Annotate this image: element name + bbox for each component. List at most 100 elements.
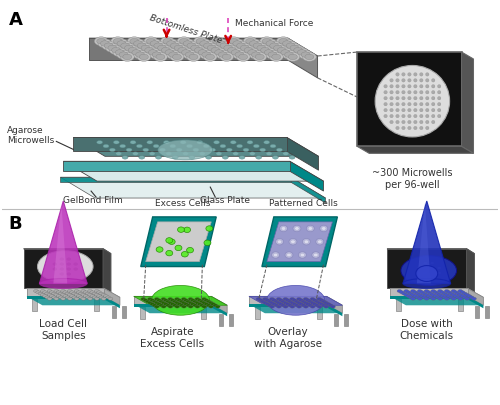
Ellipse shape: [164, 40, 178, 49]
Ellipse shape: [74, 294, 79, 296]
Ellipse shape: [451, 294, 456, 296]
Ellipse shape: [40, 290, 46, 293]
Ellipse shape: [67, 273, 70, 275]
Ellipse shape: [437, 267, 441, 270]
Polygon shape: [140, 307, 144, 320]
Ellipse shape: [278, 241, 282, 244]
Ellipse shape: [236, 44, 246, 49]
Ellipse shape: [402, 103, 405, 107]
Ellipse shape: [208, 302, 214, 305]
Ellipse shape: [56, 291, 61, 294]
Polygon shape: [288, 39, 318, 79]
Polygon shape: [26, 296, 104, 300]
Ellipse shape: [420, 103, 423, 107]
Polygon shape: [89, 39, 288, 61]
Ellipse shape: [203, 145, 209, 149]
Ellipse shape: [198, 40, 211, 49]
Ellipse shape: [274, 300, 279, 303]
Ellipse shape: [292, 47, 305, 55]
Ellipse shape: [193, 149, 199, 152]
Ellipse shape: [239, 156, 245, 160]
Ellipse shape: [442, 296, 447, 299]
Ellipse shape: [206, 300, 211, 303]
Ellipse shape: [112, 48, 120, 54]
Ellipse shape: [226, 38, 240, 47]
Ellipse shape: [120, 53, 134, 62]
Ellipse shape: [438, 97, 441, 101]
Ellipse shape: [187, 44, 196, 49]
Ellipse shape: [152, 286, 210, 315]
Ellipse shape: [96, 141, 102, 145]
Ellipse shape: [234, 42, 248, 51]
Ellipse shape: [197, 141, 203, 145]
Ellipse shape: [420, 73, 423, 77]
Ellipse shape: [76, 295, 82, 298]
Ellipse shape: [396, 103, 399, 107]
Ellipse shape: [430, 272, 434, 275]
Ellipse shape: [128, 48, 137, 54]
Ellipse shape: [166, 238, 173, 243]
Polygon shape: [146, 222, 212, 262]
Ellipse shape: [136, 53, 144, 58]
Ellipse shape: [88, 294, 92, 296]
Ellipse shape: [154, 53, 168, 62]
Ellipse shape: [186, 53, 200, 62]
Ellipse shape: [60, 294, 66, 296]
Ellipse shape: [210, 38, 224, 47]
Polygon shape: [249, 296, 342, 305]
Ellipse shape: [318, 241, 322, 244]
Polygon shape: [64, 162, 290, 172]
Ellipse shape: [294, 300, 300, 303]
Ellipse shape: [438, 115, 441, 119]
Ellipse shape: [220, 145, 226, 149]
Text: Excess Cells: Excess Cells: [155, 198, 210, 207]
Ellipse shape: [168, 239, 175, 245]
Ellipse shape: [177, 303, 182, 306]
Ellipse shape: [172, 300, 178, 303]
Ellipse shape: [184, 303, 188, 306]
Ellipse shape: [320, 226, 328, 232]
Ellipse shape: [94, 294, 100, 296]
Ellipse shape: [390, 121, 394, 124]
Ellipse shape: [204, 44, 212, 49]
Ellipse shape: [258, 299, 263, 302]
Ellipse shape: [188, 305, 193, 308]
Ellipse shape: [220, 53, 234, 62]
Ellipse shape: [420, 97, 423, 101]
Ellipse shape: [264, 141, 270, 145]
Ellipse shape: [135, 42, 148, 51]
Ellipse shape: [286, 254, 291, 257]
Ellipse shape: [169, 53, 177, 58]
Ellipse shape: [402, 115, 405, 119]
Ellipse shape: [464, 297, 469, 301]
Ellipse shape: [274, 304, 279, 307]
Ellipse shape: [236, 53, 250, 62]
Polygon shape: [286, 138, 318, 171]
Ellipse shape: [158, 46, 166, 51]
Ellipse shape: [408, 121, 411, 124]
Ellipse shape: [159, 300, 164, 303]
Ellipse shape: [152, 53, 161, 58]
Ellipse shape: [104, 44, 113, 49]
Ellipse shape: [424, 297, 429, 301]
Ellipse shape: [430, 267, 434, 270]
Ellipse shape: [152, 304, 157, 307]
Ellipse shape: [301, 300, 306, 303]
Ellipse shape: [60, 273, 64, 275]
Ellipse shape: [206, 226, 213, 232]
Ellipse shape: [52, 296, 57, 299]
Ellipse shape: [432, 115, 435, 119]
Ellipse shape: [414, 85, 417, 89]
Ellipse shape: [426, 79, 429, 83]
Ellipse shape: [276, 239, 283, 245]
Ellipse shape: [172, 156, 178, 160]
Ellipse shape: [324, 305, 328, 308]
Ellipse shape: [76, 291, 82, 294]
Ellipse shape: [183, 51, 196, 60]
Ellipse shape: [428, 296, 434, 299]
Ellipse shape: [375, 66, 450, 138]
Ellipse shape: [68, 297, 72, 301]
Ellipse shape: [408, 91, 411, 95]
Ellipse shape: [420, 79, 423, 83]
Ellipse shape: [294, 48, 302, 54]
